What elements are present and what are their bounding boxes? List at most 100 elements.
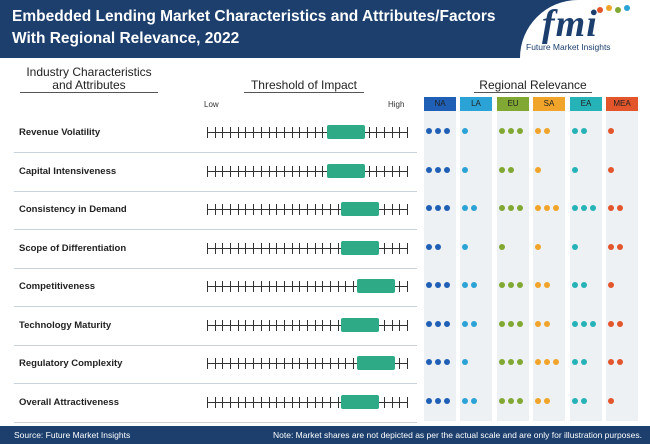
scale-tick (283, 204, 285, 215)
scale-tick (299, 281, 301, 292)
scale-tick (399, 127, 401, 138)
relevance-dot (608, 243, 614, 250)
relevance-dot (462, 166, 468, 173)
scale-tick (322, 127, 324, 138)
scale-tick (276, 358, 278, 369)
impact-scale (207, 317, 408, 332)
scale-tick (399, 165, 401, 177)
row-divider (14, 306, 417, 307)
relevance-cell-sa (533, 359, 565, 367)
scale-tick (291, 319, 293, 331)
scale-tick (291, 204, 293, 215)
relevance-dot (435, 397, 441, 404)
relevance-cell-sa (533, 282, 565, 290)
relevance-dot (608, 320, 614, 327)
impact-range-bar (341, 202, 379, 216)
scale-tick (283, 127, 285, 138)
relevance-dot (462, 359, 468, 365)
scale-tick (314, 127, 316, 138)
scale-tick (207, 396, 208, 408)
relevance-cell-la (460, 205, 492, 213)
scale-tick (230, 242, 232, 254)
scale-tick (260, 165, 262, 177)
scale-tick (330, 358, 332, 369)
scale-tick (245, 127, 247, 138)
relevance-dot (508, 359, 514, 365)
relevance-cell-mea (606, 243, 638, 252)
scale-tick (237, 358, 239, 369)
scale-tick (283, 281, 285, 292)
relevance-cell-sa (533, 320, 565, 329)
scale-tick (383, 396, 385, 408)
impact-range-bar (357, 279, 395, 293)
impact-range-bar (341, 240, 379, 255)
relevance-cell-ea (570, 243, 602, 252)
scale-tick (253, 242, 255, 254)
scale-tick (222, 127, 224, 138)
region-header-ea: EA (570, 97, 602, 111)
relevance-cell-ea (570, 282, 602, 290)
relevance-dot (581, 282, 587, 288)
scale-tick (276, 165, 278, 177)
scale-tick (407, 319, 408, 331)
scale-tick (307, 358, 308, 369)
scale-tick (214, 165, 216, 177)
relevance-cell-la (460, 128, 492, 136)
row-label: Competitiveness (19, 281, 96, 292)
scale-tick (337, 204, 339, 215)
scale-tick (407, 396, 408, 408)
logo-letters: fmi (542, 3, 598, 45)
relevance-dot (444, 397, 450, 404)
relevance-cell-eu (497, 320, 529, 329)
scale-tick (207, 165, 208, 177)
scale-tick (391, 319, 393, 331)
relevance-dot (471, 282, 477, 288)
relevance-cell-mea (606, 282, 638, 290)
relevance-dot (572, 243, 578, 250)
scale-tick (260, 281, 262, 292)
relevance-dot (608, 166, 614, 173)
scale-tick (291, 165, 293, 177)
relevance-dot (499, 282, 505, 288)
scale-tick (268, 127, 270, 138)
scale-tick (330, 204, 332, 215)
scale-tick (214, 281, 216, 292)
scale-tick (237, 281, 239, 292)
scale-tick (230, 127, 232, 138)
relevance-dot (581, 397, 587, 404)
relevance-dot (426, 397, 432, 404)
scale-tick (299, 204, 301, 215)
scale-tick (260, 242, 262, 254)
relevance-dot (499, 359, 505, 365)
relevance-cell-na (424, 359, 456, 367)
scale-tick (322, 281, 324, 292)
relevance-cell-na (424, 243, 456, 252)
impact-scale (207, 163, 408, 178)
scale-tick (291, 358, 293, 369)
scale-tick (253, 319, 255, 331)
relevance-dot (499, 320, 505, 327)
relevance-dot (435, 205, 441, 211)
impact-range-bar (357, 356, 395, 370)
scale-tick (307, 204, 308, 215)
relevance-dot (572, 166, 578, 173)
relevance-dot (462, 320, 468, 327)
scale-tick (260, 204, 262, 215)
region-header-eu: EU (497, 97, 529, 111)
relevance-dot (544, 397, 550, 404)
impact-range-bar (341, 317, 379, 332)
regional-column-heading: Regional Relevance (474, 78, 592, 93)
relevance-cell-eu (497, 128, 529, 136)
relevance-cell-ea (570, 205, 602, 213)
scale-tick (299, 242, 301, 254)
region-column-eu (497, 111, 529, 421)
relevance-dot (608, 205, 614, 211)
scale-tick (283, 396, 285, 408)
relevance-dot (435, 243, 441, 250)
scale-tick (237, 165, 239, 177)
relevance-dot (471, 397, 477, 404)
scale-tick (299, 358, 301, 369)
relevance-dot (444, 359, 450, 365)
scale-tick (407, 165, 408, 177)
scale-tick (276, 204, 278, 215)
